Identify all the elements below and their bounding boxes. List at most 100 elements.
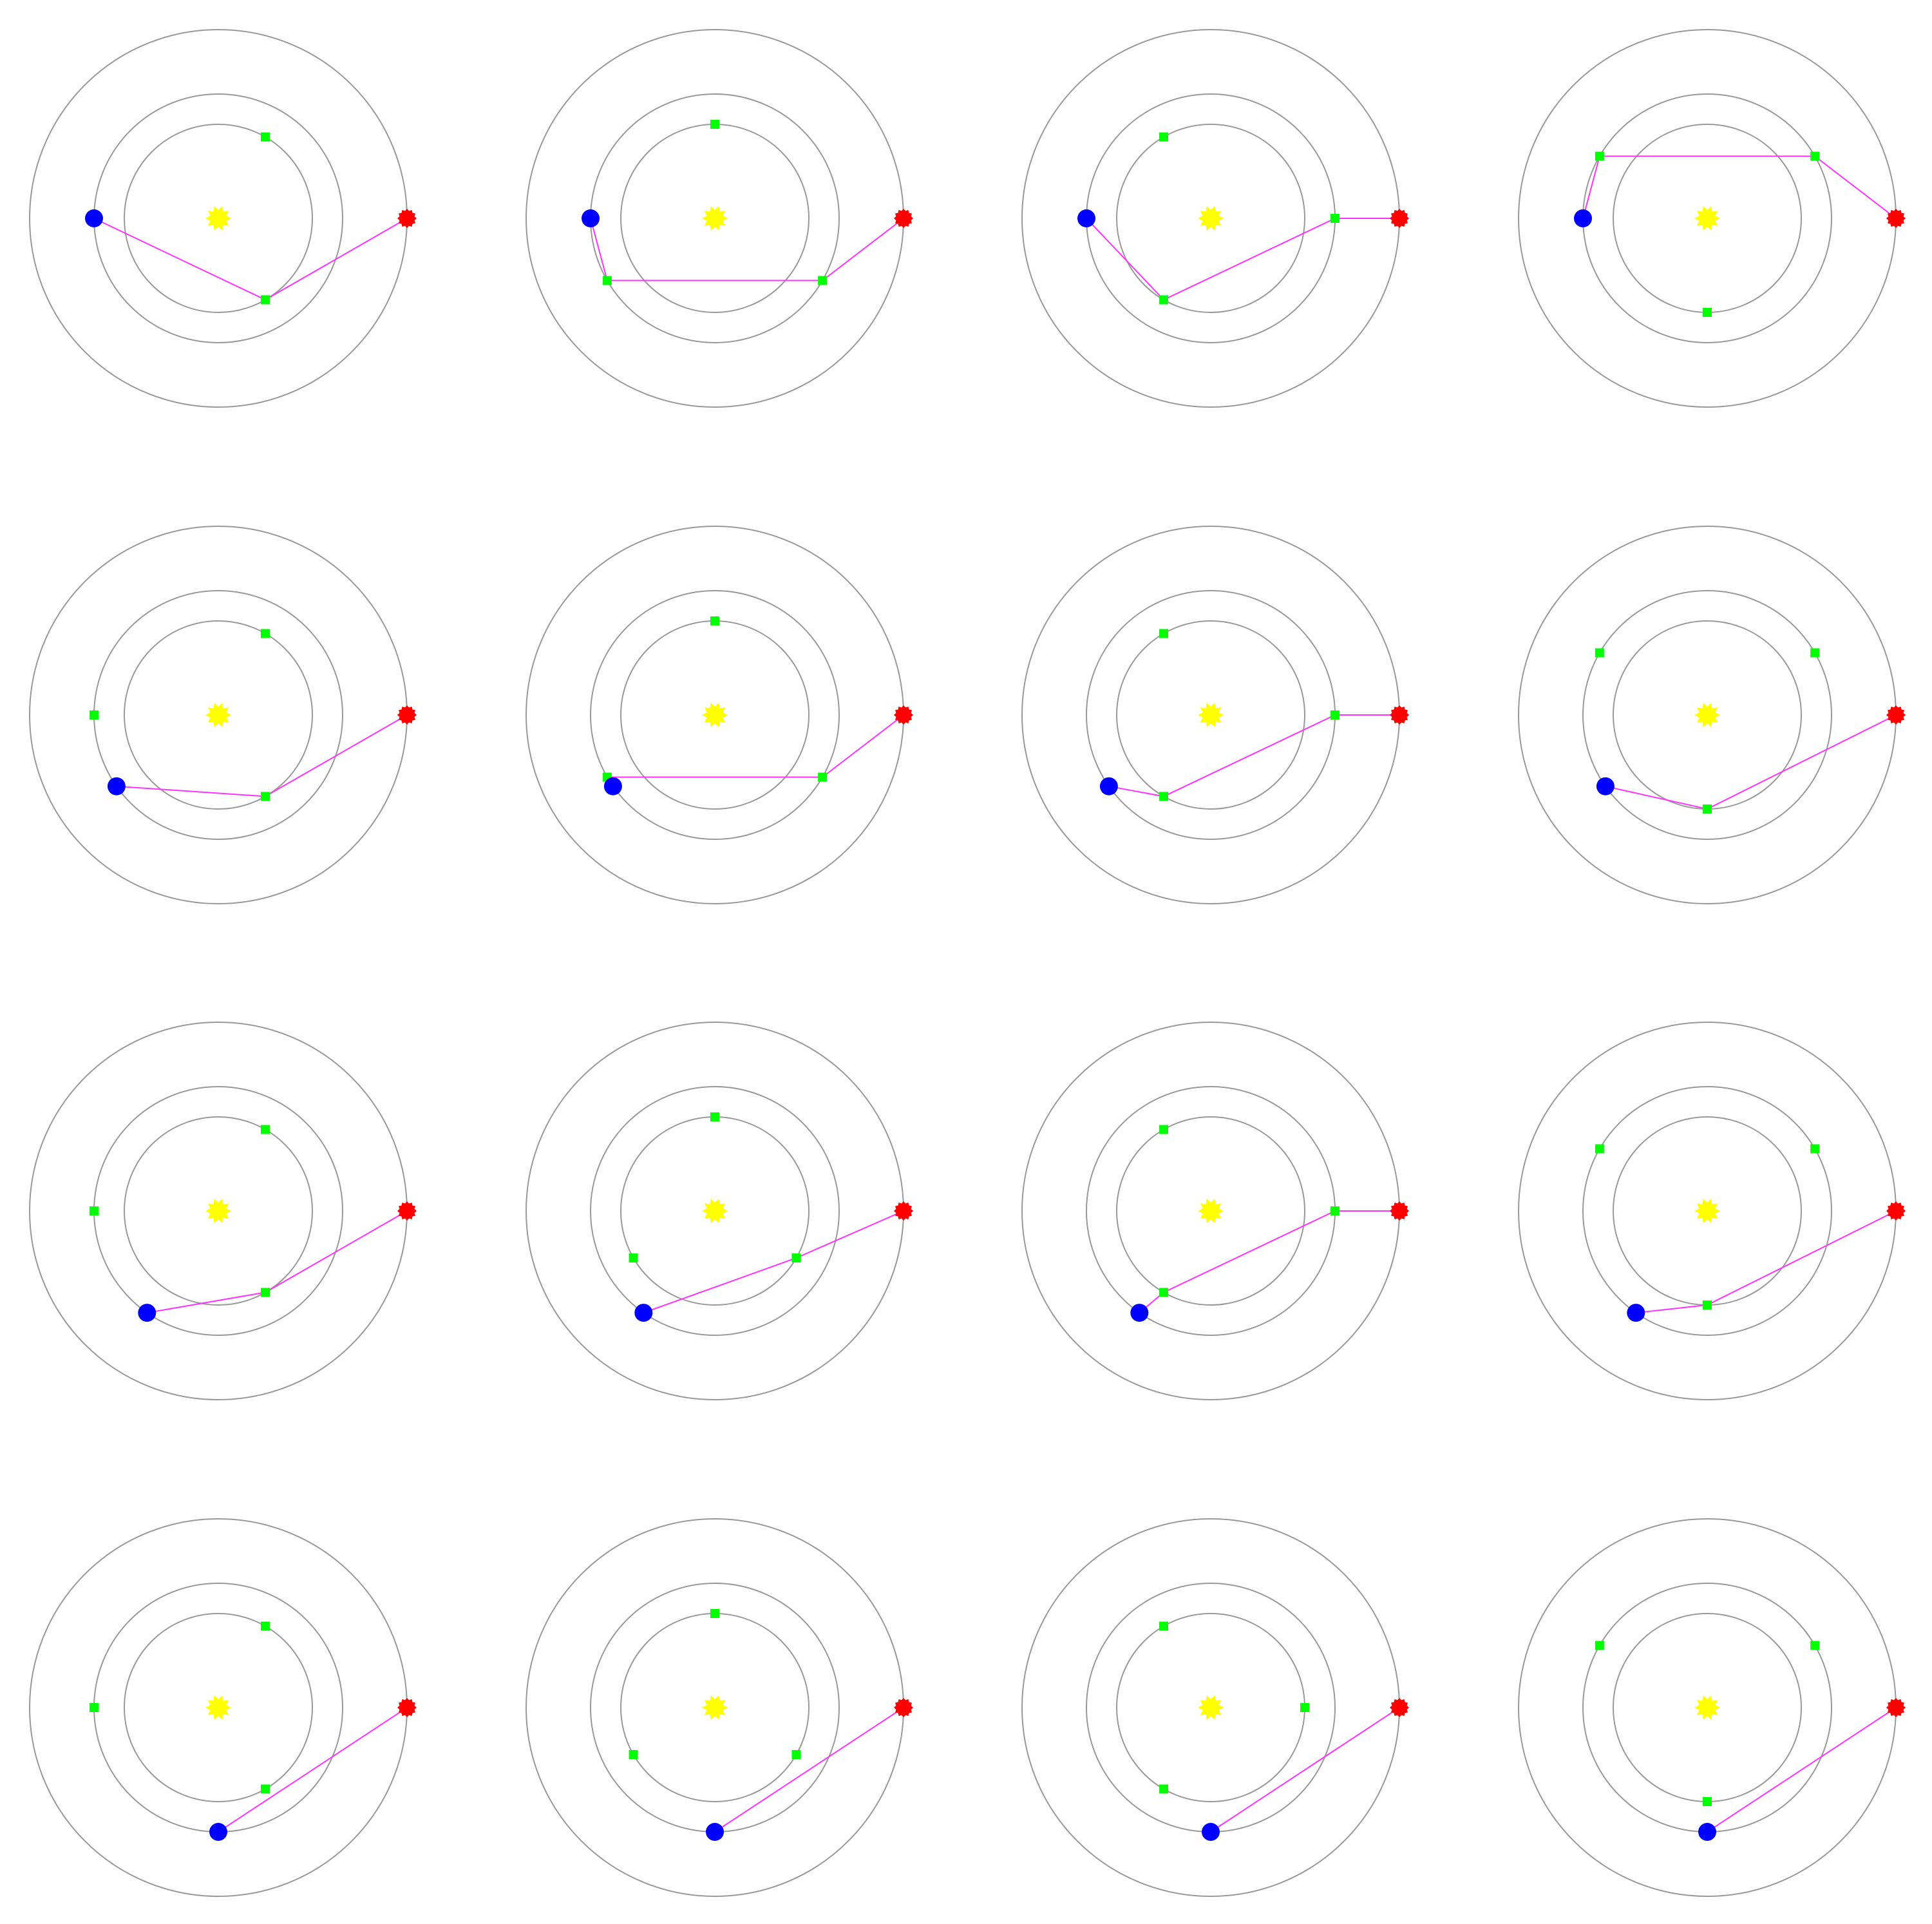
- orbit-panel: [1021, 29, 1409, 408]
- target-node: [894, 1698, 913, 1717]
- route-line: [1582, 155, 1897, 219]
- relay-node: [261, 1288, 270, 1297]
- orbit-panel: [1518, 29, 1906, 408]
- route-line: [643, 1210, 904, 1314]
- orbit-panel: [1518, 1022, 1906, 1400]
- relay-node: [261, 1621, 270, 1631]
- relay-node: [261, 792, 270, 801]
- start-node: [706, 1823, 724, 1841]
- inner-orbit-ring: [1116, 620, 1305, 810]
- relay-node: [629, 1750, 638, 1759]
- inner-orbit-ring: [124, 124, 313, 313]
- sun-marker: [1694, 703, 1720, 727]
- start-node: [1077, 209, 1095, 227]
- relay-node: [710, 616, 719, 625]
- relay-node: [1159, 1784, 1168, 1794]
- relay-node: [791, 1750, 801, 1759]
- relay-node: [1595, 1144, 1604, 1154]
- target-node: [1390, 1698, 1409, 1717]
- orbit-panel: [526, 526, 913, 904]
- orbit-panel: [1021, 1518, 1409, 1897]
- sun-marker: [702, 1199, 728, 1223]
- route-line: [606, 714, 904, 787]
- sun-marker: [1694, 1199, 1720, 1223]
- target-node: [1886, 1201, 1906, 1221]
- relay-node: [1595, 648, 1604, 658]
- relay-node: [1595, 151, 1604, 161]
- relay-node: [90, 1703, 99, 1712]
- relay-node: [710, 1112, 719, 1121]
- target-node: [1886, 705, 1906, 725]
- start-node: [1698, 1823, 1716, 1841]
- route-line: [1139, 1210, 1399, 1313]
- start-node: [1202, 1823, 1220, 1841]
- orbit-panel: [526, 1022, 913, 1400]
- start-node: [634, 1304, 653, 1322]
- target-node: [397, 705, 417, 725]
- route-line: [1086, 218, 1399, 301]
- sun-marker: [702, 206, 728, 231]
- relay-node: [791, 1253, 801, 1262]
- route-line: [218, 1707, 408, 1833]
- relay-node: [90, 710, 99, 719]
- relay-node: [710, 1609, 719, 1618]
- relay-node: [261, 295, 270, 305]
- middle-orbit-ring: [590, 1086, 840, 1336]
- sun-marker: [1198, 1199, 1224, 1223]
- start-node: [138, 1304, 156, 1322]
- inner-orbit-ring: [124, 1613, 313, 1802]
- orbit-panel: [29, 1022, 417, 1400]
- relay-node: [90, 1206, 99, 1215]
- sun-marker: [1694, 1695, 1720, 1720]
- relay-node: [1159, 1621, 1168, 1631]
- relay-node: [1159, 629, 1168, 638]
- route-line: [147, 1210, 408, 1314]
- start-node: [107, 777, 126, 795]
- relay-node: [1703, 805, 1712, 814]
- target-node: [894, 705, 913, 725]
- relay-node: [261, 1125, 270, 1134]
- relay-node: [1703, 1300, 1712, 1310]
- inner-orbit-ring: [1116, 124, 1305, 313]
- start-node: [603, 777, 622, 795]
- relay-node: [1331, 710, 1340, 719]
- sun-marker: [1198, 703, 1224, 727]
- orbit-panel: [1518, 1518, 1906, 1897]
- relay-node: [1159, 1288, 1168, 1297]
- relay-node: [1300, 1703, 1309, 1712]
- inner-orbit-ring: [124, 1116, 313, 1306]
- target-node: [1886, 1698, 1906, 1717]
- sun-marker: [702, 1695, 728, 1720]
- start-node: [582, 209, 600, 227]
- relay-node: [1595, 1641, 1604, 1650]
- relay-node: [818, 772, 828, 782]
- route-line: [93, 218, 408, 301]
- orbit-panel: [1021, 526, 1409, 904]
- start-node: [85, 209, 103, 227]
- target-node: [1390, 209, 1409, 228]
- relay-node: [1703, 1797, 1712, 1806]
- start-node: [1596, 777, 1615, 795]
- orbit-panel: [29, 526, 417, 904]
- orbit-panel: [526, 1518, 913, 1897]
- relay-node: [1331, 214, 1340, 223]
- target-node: [1390, 705, 1409, 725]
- sun-marker: [702, 703, 728, 727]
- middle-orbit-ring: [1582, 590, 1832, 840]
- route-line: [116, 714, 408, 797]
- inner-orbit-ring: [1116, 1116, 1305, 1306]
- relay-node: [818, 276, 828, 285]
- target-node: [397, 1201, 417, 1221]
- inner-orbit-ring: [124, 620, 313, 810]
- orbit-panel: [1518, 526, 1906, 904]
- orbit-panel: [1021, 1022, 1409, 1400]
- route-line: [1605, 714, 1897, 810]
- orbit-panel: [29, 1518, 417, 1897]
- sun-marker: [1198, 206, 1224, 231]
- sun-marker: [1694, 206, 1720, 231]
- route-line: [1707, 1707, 1897, 1833]
- start-node: [1099, 777, 1118, 795]
- route-line: [1108, 714, 1399, 797]
- relay-node: [602, 276, 612, 285]
